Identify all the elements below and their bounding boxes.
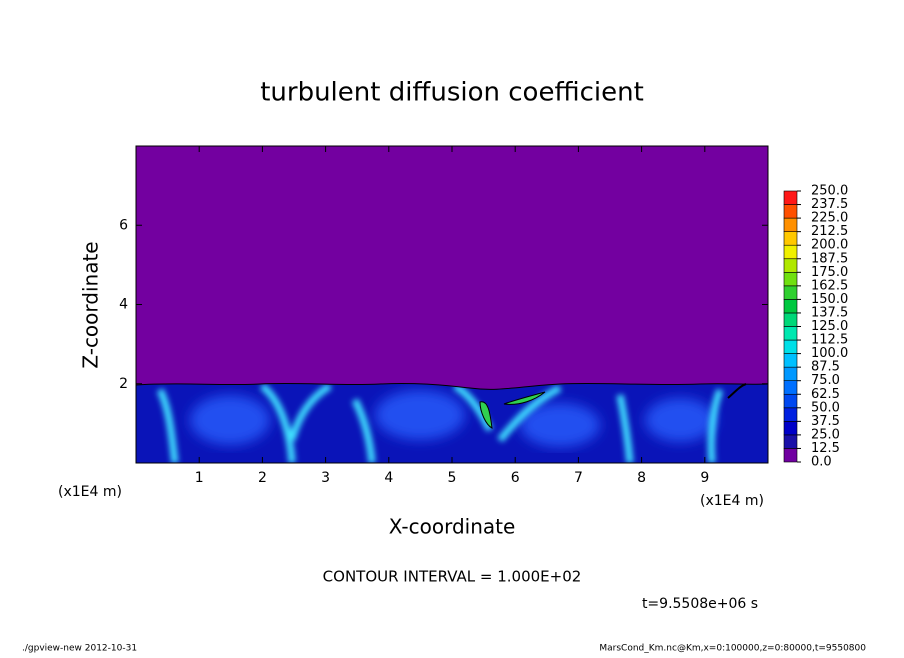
x-tick-label: 3 (321, 470, 330, 486)
colorbar-label: 225.0 (811, 211, 848, 226)
x-tick-label: 4 (384, 470, 393, 486)
x-tick-label: 7 (574, 470, 583, 486)
colorbar-label: 75.0 (811, 373, 840, 388)
x-tick-label: 5 (448, 470, 457, 486)
colorbar-swatch (783, 353, 798, 368)
colorbar-swatch (783, 271, 798, 287)
colorbar-swatch (783, 244, 798, 260)
colorbar-label: 200.0 (811, 238, 848, 253)
x-tick-label: 8 (637, 470, 646, 486)
colorbar-swatch (783, 217, 798, 232)
colorbar-swatch (783, 190, 798, 205)
chart-title: turbulent diffusion coefficient (260, 78, 644, 108)
colorbar-label: 100.0 (811, 346, 848, 361)
y-tick-label: 2 (119, 376, 128, 392)
colorbar-label: 112.5 (811, 333, 848, 348)
colorbar-swatch (783, 299, 798, 314)
colorbar-label: 150.0 (811, 292, 848, 307)
colorbar-label: 137.5 (811, 305, 848, 320)
y-axis-label: Z-coordinate (79, 241, 103, 368)
colorbar-label: 125.0 (811, 319, 848, 334)
footer-left: ./gpview-new 2012-10-31 (22, 644, 137, 654)
plot-field (135, 146, 769, 463)
colorbar-label: 212.5 (811, 224, 848, 239)
colorbar-swatch (783, 258, 798, 273)
contour-interval: CONTOUR INTERVAL = 1.000E+02 (323, 568, 582, 586)
colorbar-swatch (783, 231, 798, 246)
colorbar-swatch (783, 393, 798, 409)
colorbar-label: 237.5 (811, 197, 848, 212)
footer-right: MarsCond_Km.nc@Km,x=0:100000,z=0:80000,t… (599, 644, 866, 654)
colorbar-swatch (783, 339, 798, 354)
colorbar-label: 187.5 (811, 251, 848, 266)
colorbar-label: 37.5 (811, 414, 840, 429)
colorbar-swatch (783, 407, 798, 422)
colorbar-swatch (783, 421, 798, 436)
colorbar-swatch (783, 380, 798, 395)
colorbar-label: 50.0 (811, 400, 840, 415)
colorbar-swatch (783, 312, 798, 327)
colorbar-label: 62.5 (811, 387, 840, 402)
x-unit-label: (x1E4 m) (58, 484, 122, 500)
colorbar-label: 87.5 (811, 360, 840, 375)
y-tick-label: 6 (119, 217, 128, 233)
colorbar-swatch (783, 204, 798, 219)
colorbar-swatch (783, 366, 798, 381)
x-tick-label: 9 (700, 470, 709, 486)
x-axis-label: X-coordinate (389, 515, 516, 539)
x-tick-label: 2 (258, 470, 267, 486)
colorbar-swatch (783, 285, 798, 300)
colorbar-label: 12.5 (811, 441, 840, 456)
colorbar-label: 25.0 (811, 427, 840, 442)
x-tick-label: 6 (511, 470, 520, 486)
x-tick-label: 1 (195, 470, 204, 486)
colorbar-swatch (783, 434, 798, 449)
time-label: t=9.5508e+06 s (642, 596, 758, 612)
y-tick-label: 4 (119, 297, 128, 313)
colorbar-swatch (783, 326, 798, 341)
colorbar-label: 250.0 (811, 184, 848, 199)
colorbar-label: 0.0 (811, 455, 832, 470)
colorbar-label: 175.0 (811, 265, 848, 280)
colorbar-label: 162.5 (811, 278, 848, 293)
colorbar-swatch (783, 448, 798, 463)
x-unit-label: (x1E4 m) (700, 493, 764, 509)
